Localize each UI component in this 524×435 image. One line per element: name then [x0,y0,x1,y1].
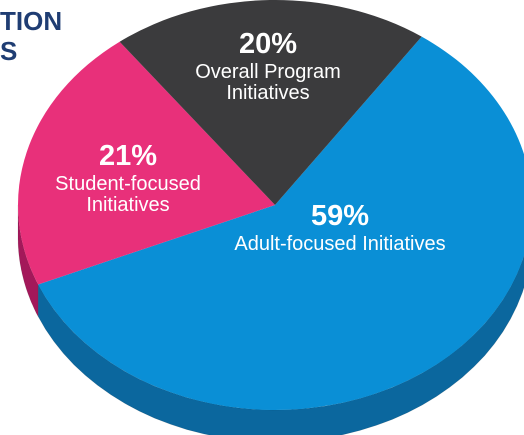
title-line: S [0,36,18,66]
slice [38,36,524,410]
slice-value-label: 20% [238,28,298,60]
slice-label: Student-focused Initiatives [55,173,201,216]
slice-label: Adult-focused Initiatives [234,233,446,255]
slice [17,41,275,285]
slice-label: Overall Program Initiatives [195,61,341,104]
slice-value-label: 21% [98,140,158,172]
slice-value-label: 59% [310,200,370,232]
slice [119,0,422,205]
slice-side [17,205,39,318]
title-line: TION [0,6,63,36]
